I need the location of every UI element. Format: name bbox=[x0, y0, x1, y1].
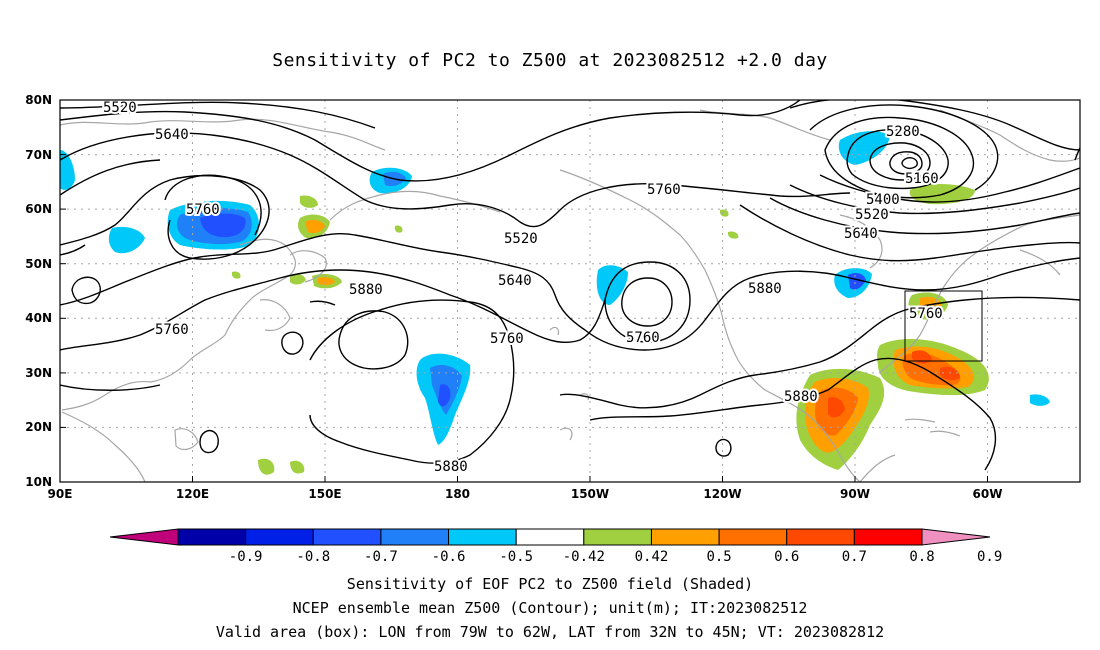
colorbar: -0.9 -0.8 -0.7 -0.6 -0.5 -0.42 0.42 0.5 0.6 0.7 0.… bbox=[109, 528, 1002, 565]
positive-patch bbox=[828, 397, 845, 418]
contour-label: 5760 bbox=[626, 330, 660, 346]
colorbar-label: -0.5 bbox=[499, 549, 533, 565]
plot-frame bbox=[59, 99, 1081, 483]
contour-label: 5520 bbox=[855, 207, 889, 223]
lon-label: 120E bbox=[176, 487, 209, 501]
sensitivity-shading bbox=[60, 131, 1050, 475]
caption-shading: Sensitivity of EOF PC2 to Z500 field (Sh… bbox=[346, 575, 754, 593]
colorbar-label: -0.7 bbox=[364, 549, 398, 565]
colorbar-swatch bbox=[312, 528, 382, 546]
contour-label: 5880 bbox=[349, 282, 383, 298]
lat-label: 20N bbox=[25, 420, 52, 434]
lat-label: 10N bbox=[25, 475, 52, 489]
positive-patch bbox=[719, 209, 729, 217]
colorbar-swatch bbox=[380, 528, 450, 546]
negative-patch bbox=[200, 213, 246, 238]
positive-patch bbox=[940, 366, 960, 381]
map-title: Sensitivity of PC2 to Z500 at 2023082512… bbox=[272, 50, 828, 71]
colorbar-swatch bbox=[515, 528, 585, 546]
colorbar-label: -0.6 bbox=[432, 549, 466, 565]
colorbar-label: 0.5 bbox=[706, 549, 731, 565]
contour-label: 5640 bbox=[844, 226, 878, 242]
valid-area-box bbox=[904, 290, 983, 362]
positive-patch bbox=[231, 271, 241, 279]
negative-patch bbox=[108, 226, 145, 254]
contour-label: 5880 bbox=[748, 281, 782, 297]
lon-label: 90E bbox=[48, 487, 73, 501]
longitude-labels: 90E 120E 150E 180 150W 120W 90W 60W bbox=[48, 487, 1003, 501]
colorbar-swatch bbox=[718, 528, 788, 546]
colorbar-swatch bbox=[853, 528, 923, 546]
lon-label: 150W bbox=[571, 487, 609, 501]
positive-patch bbox=[912, 350, 932, 364]
latitude-labels: 80N 70N 60N 50N 40N 30N 20N 10N bbox=[25, 93, 52, 489]
contour-label: 5760 bbox=[186, 202, 220, 218]
colorbar-label: 0.8 bbox=[909, 549, 934, 565]
negative-patch bbox=[848, 272, 866, 290]
contour-label: 5760 bbox=[155, 322, 189, 338]
colorbar-swatch bbox=[786, 528, 855, 546]
axis-ticks bbox=[59, 99, 988, 483]
lat-label: 70N bbox=[25, 148, 52, 162]
negative-patch bbox=[1030, 394, 1050, 406]
colorbar-end-low bbox=[109, 528, 179, 546]
contour-label: 5400 bbox=[866, 192, 900, 208]
lat-lon-grid bbox=[60, 100, 1080, 482]
lon-label: 150E bbox=[308, 487, 341, 501]
colorbar-label: -0.9 bbox=[229, 549, 263, 565]
contour-label: 5880 bbox=[434, 459, 468, 475]
colorbar-label: 0.9 bbox=[977, 549, 1002, 565]
negative-patch bbox=[838, 131, 890, 165]
contour-label: 5160 bbox=[905, 171, 939, 187]
positive-patch bbox=[318, 277, 335, 286]
positive-patch bbox=[305, 219, 325, 234]
lon-label: 60W bbox=[973, 487, 1003, 501]
positive-patch bbox=[290, 273, 306, 285]
z500-contours bbox=[60, 100, 1080, 471]
colorbar-swatch bbox=[650, 528, 720, 546]
negative-patch bbox=[596, 265, 628, 305]
caption-valid-area: Valid area (box): LON from 79W to 62W, L… bbox=[215, 623, 885, 641]
colorbar-label: 0.6 bbox=[774, 549, 799, 565]
colorbar-label: -0.8 bbox=[296, 549, 330, 565]
sensitivity-map: 5520 5640 5760 5520 5760 5640 5760 5880 … bbox=[25, 93, 1081, 565]
caption-contour: NCEP ensemble mean Z500 (Contour); unit(… bbox=[292, 599, 808, 617]
colorbar-label: 0.42 bbox=[635, 549, 669, 565]
contour-label: 5760 bbox=[909, 306, 943, 322]
lon-label: 180 bbox=[445, 487, 470, 501]
lat-label: 30N bbox=[25, 366, 52, 380]
lat-label: 40N bbox=[25, 311, 52, 325]
contour-label: 5760 bbox=[647, 182, 681, 198]
positive-patch bbox=[394, 225, 403, 233]
contour-labels: 5520 5640 5760 5520 5760 5640 5760 5880 … bbox=[101, 98, 945, 477]
colorbar-label: 0.7 bbox=[842, 549, 867, 565]
positive-patch bbox=[727, 231, 739, 239]
colorbar-swatch bbox=[448, 528, 517, 546]
contour-label: 5880 bbox=[784, 389, 818, 405]
contour-label: 5640 bbox=[498, 273, 532, 289]
contour-label: 5280 bbox=[886, 124, 920, 140]
colorbar-swatch bbox=[177, 528, 247, 546]
colorbar-swatch bbox=[583, 528, 652, 546]
colorbar-swatch bbox=[245, 528, 314, 546]
positive-patch bbox=[258, 458, 275, 475]
negative-patch bbox=[60, 150, 75, 190]
lat-label: 50N bbox=[25, 257, 52, 271]
contour-label: 5520 bbox=[103, 100, 137, 116]
negative-patch bbox=[438, 384, 451, 407]
contour-label: 5520 bbox=[504, 231, 538, 247]
colorbar-end-high bbox=[921, 528, 991, 546]
lon-label: 90W bbox=[840, 487, 870, 501]
positive-patch bbox=[290, 460, 305, 474]
contour-label: 5640 bbox=[155, 127, 189, 143]
contour-label: 5760 bbox=[490, 331, 524, 347]
colorbar-label: -0.42 bbox=[563, 549, 605, 565]
lat-label: 60N bbox=[25, 202, 52, 216]
positive-patch bbox=[300, 195, 318, 208]
lat-label: 80N bbox=[25, 93, 52, 107]
lon-label: 120W bbox=[703, 487, 741, 501]
